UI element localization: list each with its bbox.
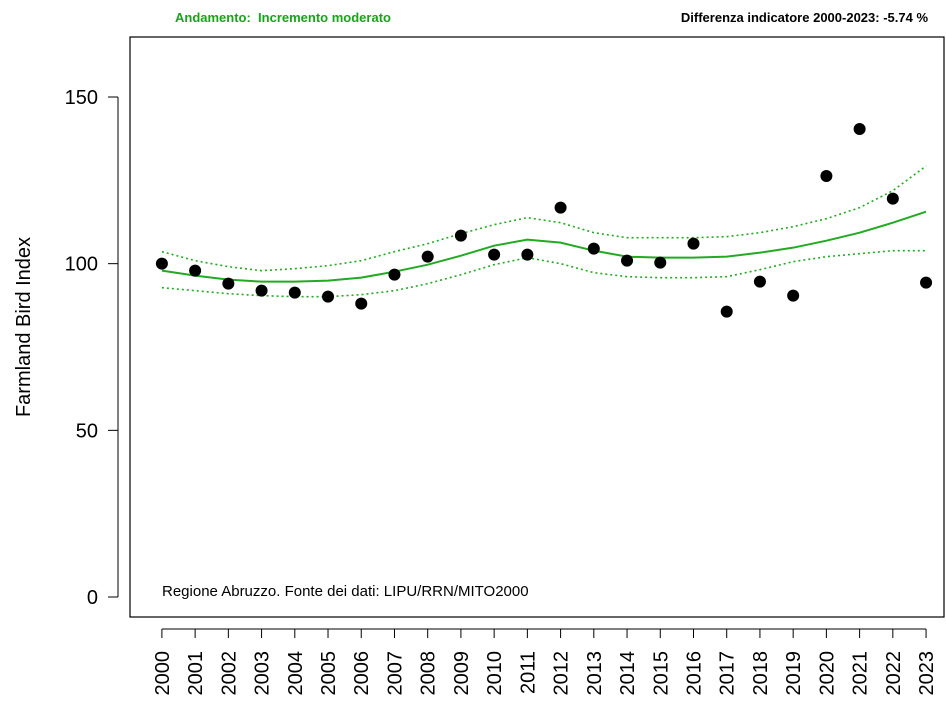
data-point	[853, 123, 866, 135]
x-tick-label: 2007	[384, 651, 406, 696]
data-point	[753, 275, 766, 288]
x-tick-label: 2009	[451, 651, 473, 696]
x-tick-label: 2021	[850, 651, 872, 696]
data-point	[488, 248, 501, 261]
chart-subtitle: Andamento: Incremento moderato	[175, 10, 391, 25]
chart-title: Differenza indicatore 2000-2023: -5.74 %	[681, 10, 929, 25]
x-tick-label: 2016	[683, 651, 705, 696]
x-tick-label: 2000	[152, 651, 174, 696]
data-point	[322, 290, 335, 303]
x-tick-label: 2010	[484, 651, 506, 696]
data-point	[255, 284, 268, 297]
data-point	[388, 268, 401, 281]
x-tick-label: 2014	[617, 651, 639, 696]
x-tick-label: 2018	[750, 651, 772, 696]
x-tick-label: 2004	[285, 651, 307, 696]
data-point	[621, 254, 634, 267]
data-point	[454, 229, 467, 242]
x-tick-label: 2011	[517, 651, 539, 694]
trend-line	[161, 210, 927, 283]
plot-frame	[129, 36, 945, 618]
data-point	[787, 289, 800, 302]
y-tick-label: 50	[76, 420, 98, 442]
data-point	[720, 305, 733, 318]
x-tick-label: 2012	[551, 651, 573, 696]
data-point	[155, 257, 168, 270]
x-tick-label: 2015	[650, 651, 672, 696]
x-tick-label: 2022	[883, 651, 905, 696]
y-tick-label: 150	[65, 87, 98, 109]
data-point	[920, 276, 933, 289]
x-tick-label: 2019	[783, 651, 805, 696]
y-tick-label: 0	[87, 587, 98, 609]
data-point	[687, 237, 700, 250]
data-point	[654, 256, 667, 269]
data-point	[421, 250, 434, 263]
x-tick-label: 2017	[717, 651, 739, 696]
data-point	[189, 264, 202, 277]
y-tick-label: 100	[65, 254, 98, 276]
data-point	[222, 277, 235, 290]
data-point	[288, 286, 301, 299]
data-point	[587, 242, 600, 255]
y-axis-label: Farmland Bird Index	[13, 237, 35, 417]
confidence-line	[161, 249, 927, 298]
confidence-line	[161, 165, 927, 272]
data-point	[355, 297, 368, 310]
annotation: Regione Abruzzo. Fonte dei dati: LIPU/RR…	[162, 583, 529, 600]
x-tick-label: 2013	[584, 651, 606, 696]
data-point	[521, 248, 534, 261]
data-point	[886, 192, 899, 205]
x-tick-label: 2020	[816, 651, 838, 696]
x-tick-label: 2003	[252, 651, 274, 696]
data-point	[820, 170, 833, 182]
x-tick-label: 2002	[218, 651, 240, 696]
x-tick-label: 2005	[318, 651, 340, 696]
data-point	[554, 201, 567, 214]
x-tick-label: 2006	[351, 651, 373, 696]
x-tick-label: 2023	[916, 651, 938, 696]
x-tick-label: 2008	[418, 651, 440, 696]
x-tick-label: 2001	[185, 651, 207, 696]
